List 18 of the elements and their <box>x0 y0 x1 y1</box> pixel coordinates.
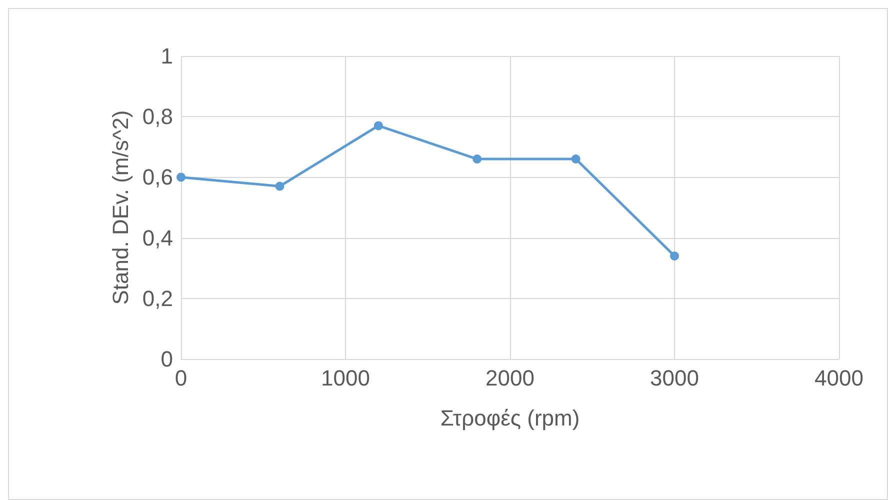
x-tick-label: 1000 <box>321 366 370 390</box>
point <box>670 251 679 260</box>
y-tick-label: 0,2 <box>142 286 173 311</box>
x-axis-title: Στροφές (rpm) <box>440 406 580 430</box>
y-tick-label: 0,6 <box>142 164 173 190</box>
x-tick-label: 2000 <box>486 366 534 390</box>
y-tick-label: 1 <box>160 44 173 68</box>
x-tick-label: 3000 <box>650 366 699 390</box>
point <box>472 154 482 164</box>
point <box>176 172 186 182</box>
y-tick-label: 0,8 <box>142 104 173 130</box>
y-tick-label: 0 <box>160 346 173 372</box>
x-tick-label: 4000 <box>814 366 864 390</box>
point <box>571 154 580 164</box>
y-axis-title: Stand. DEv. (m/s^2) <box>108 110 134 305</box>
point <box>275 182 284 191</box>
point <box>374 121 383 130</box>
y-tick-label: 0,4 <box>142 225 173 250</box>
